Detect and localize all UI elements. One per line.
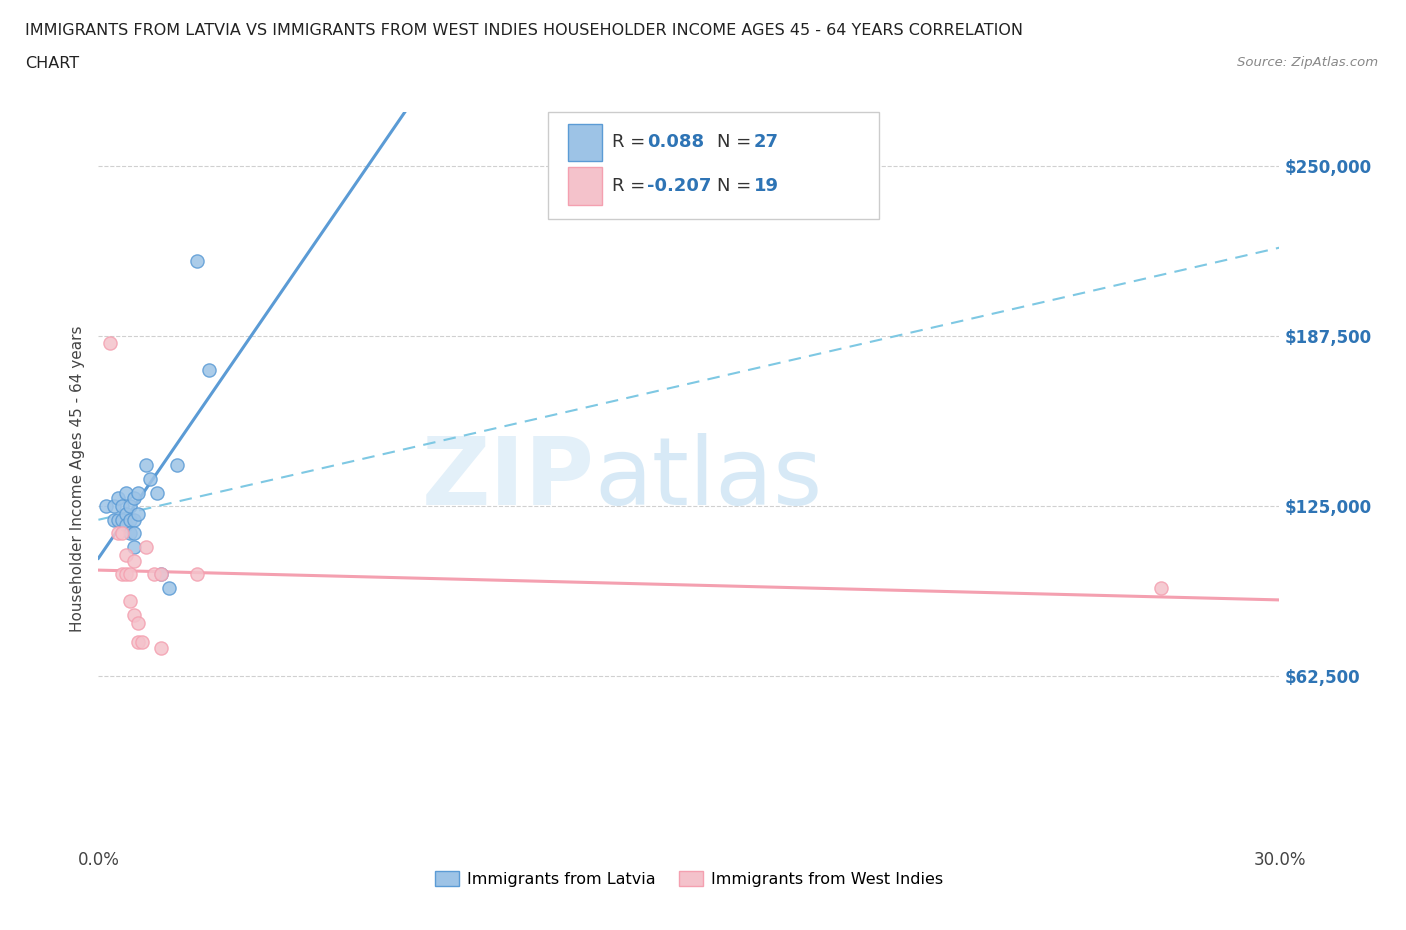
Point bbox=[107, 526, 129, 541]
Text: R =: R = bbox=[612, 133, 651, 152]
Point bbox=[122, 553, 145, 568]
Text: -0.207: -0.207 bbox=[647, 177, 711, 195]
Point bbox=[127, 635, 149, 650]
Point bbox=[118, 512, 141, 527]
Point bbox=[1150, 580, 1173, 595]
Point bbox=[150, 640, 173, 655]
Point bbox=[135, 458, 157, 472]
Point bbox=[186, 566, 208, 581]
Point bbox=[138, 472, 160, 486]
Text: 19: 19 bbox=[754, 177, 779, 195]
Point bbox=[98, 336, 121, 351]
Point bbox=[111, 512, 134, 527]
Point bbox=[122, 512, 145, 527]
Text: atlas: atlas bbox=[595, 433, 823, 525]
Point bbox=[122, 490, 145, 505]
Y-axis label: Householder Income Ages 45 - 64 years: Householder Income Ages 45 - 64 years bbox=[70, 326, 86, 632]
Point bbox=[127, 507, 149, 522]
Point bbox=[115, 485, 138, 500]
Text: N =: N = bbox=[717, 133, 756, 152]
Point bbox=[197, 363, 219, 378]
Text: ZIP: ZIP bbox=[422, 433, 595, 525]
Point bbox=[103, 498, 125, 513]
Point bbox=[122, 607, 145, 622]
Point bbox=[118, 498, 141, 513]
Point bbox=[115, 566, 138, 581]
Point bbox=[107, 490, 129, 505]
Text: N =: N = bbox=[717, 177, 756, 195]
Point bbox=[157, 580, 180, 595]
Point bbox=[118, 594, 141, 609]
Legend: Immigrants from Latvia, Immigrants from West Indies: Immigrants from Latvia, Immigrants from … bbox=[429, 865, 949, 894]
Point bbox=[150, 566, 173, 581]
Point bbox=[115, 548, 138, 563]
Point bbox=[96, 498, 118, 513]
Point bbox=[122, 539, 145, 554]
Point bbox=[135, 539, 157, 554]
Point bbox=[107, 512, 129, 527]
Point bbox=[111, 526, 134, 541]
Text: IMMIGRANTS FROM LATVIA VS IMMIGRANTS FROM WEST INDIES HOUSEHOLDER INCOME AGES 45: IMMIGRANTS FROM LATVIA VS IMMIGRANTS FRO… bbox=[25, 23, 1024, 38]
Text: CHART: CHART bbox=[25, 56, 79, 71]
Point bbox=[150, 566, 173, 581]
Point bbox=[131, 635, 153, 650]
Point bbox=[115, 518, 138, 533]
Text: Source: ZipAtlas.com: Source: ZipAtlas.com bbox=[1237, 56, 1378, 69]
Point bbox=[146, 485, 169, 500]
Point bbox=[111, 566, 134, 581]
Point bbox=[122, 526, 145, 541]
Point bbox=[111, 498, 134, 513]
Point bbox=[166, 458, 188, 472]
Point bbox=[127, 616, 149, 631]
Point bbox=[115, 507, 138, 522]
Text: 27: 27 bbox=[754, 133, 779, 152]
Point bbox=[142, 566, 165, 581]
Point bbox=[127, 485, 149, 500]
Point bbox=[118, 566, 141, 581]
Point bbox=[118, 526, 141, 541]
Text: 0.088: 0.088 bbox=[647, 133, 704, 152]
Point bbox=[103, 512, 125, 527]
Point bbox=[186, 254, 208, 269]
Text: R =: R = bbox=[612, 177, 651, 195]
